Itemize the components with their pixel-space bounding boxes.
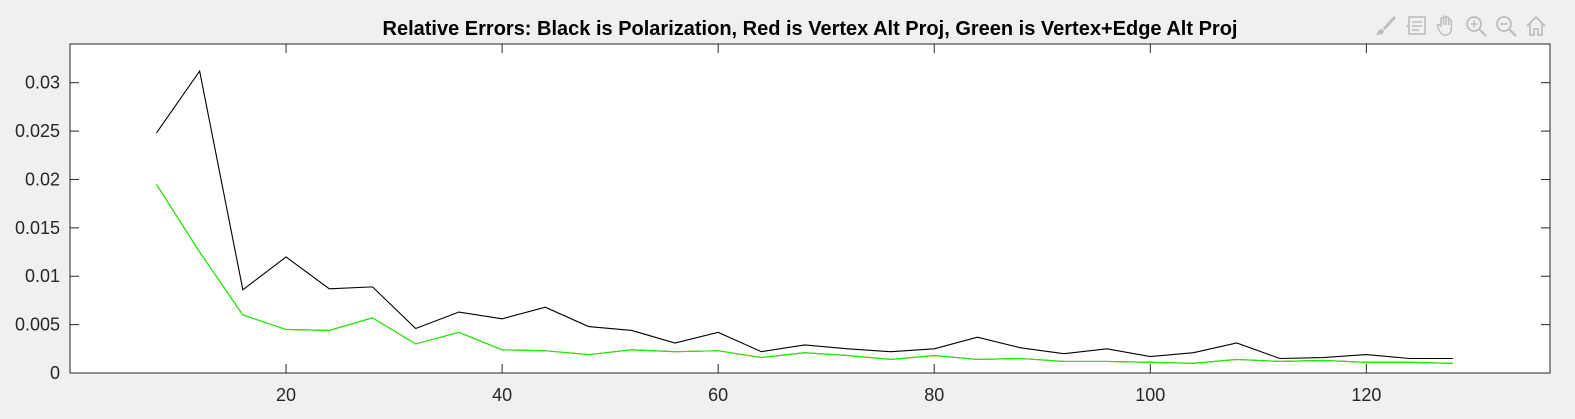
chart-title: Relative Errors: Black is Polarization, … — [383, 18, 1238, 40]
y-tick-label: 0.01 — [25, 266, 60, 286]
plot-area — [69, 43, 1551, 374]
axes-toolbar — [1372, 12, 1550, 40]
zoom-out-icon — [1496, 16, 1517, 37]
y-tick-label: 0.02 — [25, 169, 60, 189]
x-tick-label: 20 — [276, 385, 296, 405]
x-tick-label: 60 — [708, 385, 728, 405]
brush-button[interactable] — [1372, 12, 1400, 40]
x-tick-label: 120 — [1351, 385, 1381, 405]
series-line-2 — [155, 184, 1453, 364]
datatip-button[interactable] — [1402, 12, 1430, 40]
pan-button[interactable] — [1432, 12, 1460, 40]
pan-hand-icon — [1436, 15, 1453, 36]
y-tick-label: 0.005 — [15, 315, 60, 335]
zoom-in-icon — [1466, 16, 1487, 37]
y-tick-label: 0.015 — [15, 218, 60, 238]
datatip-icon — [1406, 16, 1426, 35]
series-line-0 — [155, 69, 1453, 360]
home-icon — [1526, 15, 1546, 36]
y-tick-label: 0 — [50, 363, 60, 383]
zoom-in-button[interactable] — [1462, 12, 1490, 40]
axis-ticks: 20 40 60 80 100 120 0 0.005 0.01 0.015 0.02 0.025 0.… — [15, 44, 1550, 405]
x-tick-label: 100 — [1135, 385, 1165, 405]
y-tick-label: 0.025 — [15, 121, 60, 141]
series-layer — [155, 69, 1453, 364]
brush-icon — [1376, 16, 1396, 35]
y-tick-label: 0.03 — [25, 73, 60, 93]
x-tick-label: 80 — [924, 385, 944, 405]
zoom-out-button[interactable] — [1492, 12, 1520, 40]
x-tick-label: 40 — [492, 385, 512, 405]
home-button[interactable] — [1522, 12, 1550, 40]
